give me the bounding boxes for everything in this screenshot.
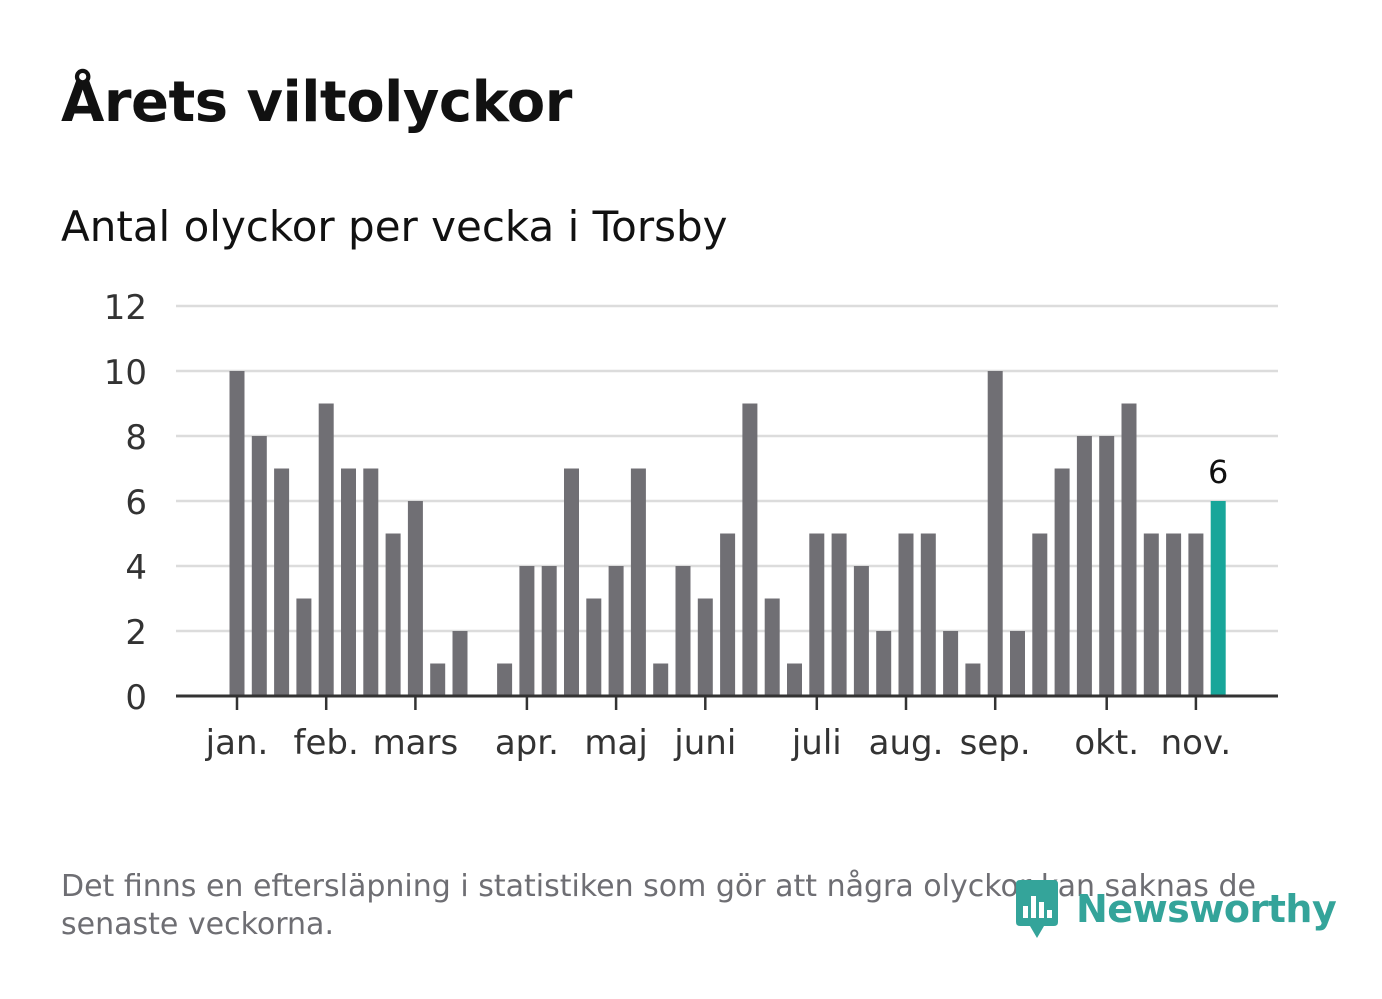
brand-name: Newsworthy: [1076, 887, 1337, 931]
bar: [363, 468, 379, 696]
bar: [229, 371, 245, 696]
bar: [809, 533, 825, 696]
x-tick-label: aug.: [869, 723, 944, 763]
bar-highlight: [1210, 501, 1226, 696]
bar: [318, 403, 334, 696]
bar: [407, 501, 423, 696]
bar: [630, 468, 646, 696]
bar: [564, 468, 579, 696]
bar: [1054, 468, 1070, 696]
bar: [653, 663, 669, 696]
x-tick-label: juni: [673, 723, 736, 763]
bar: [898, 533, 914, 696]
bar: [764, 598, 780, 696]
bar: [452, 631, 468, 696]
data-label: 6: [1208, 453, 1228, 491]
bar: [296, 598, 312, 696]
x-tick-label: mars: [373, 723, 459, 763]
y-tick-label: 2: [125, 613, 147, 653]
y-tick-label: 6: [125, 483, 147, 523]
bar: [720, 533, 736, 696]
bar: [586, 598, 602, 696]
bar: [1143, 533, 1159, 696]
newsworthy-logo-icon: [1016, 880, 1058, 938]
y-tick-label: 8: [125, 418, 147, 458]
bar: [1121, 403, 1137, 696]
bar: [876, 631, 892, 696]
x-tick-label: maj: [584, 723, 647, 763]
bar: [831, 533, 847, 696]
bar: [608, 566, 624, 696]
bar: [920, 533, 936, 696]
x-tick-label: apr.: [495, 723, 559, 763]
bar: [675, 566, 691, 696]
bar: [987, 371, 1003, 696]
bar: [274, 468, 290, 696]
bar: [251, 436, 267, 696]
bar: [1032, 533, 1048, 696]
bar: [853, 566, 869, 696]
x-tick-label: sep.: [960, 723, 1031, 763]
bar: [430, 663, 446, 696]
y-tick-label: 0: [125, 678, 147, 718]
bar: [787, 663, 802, 696]
bar: [497, 663, 513, 696]
x-tick-label: nov.: [1161, 723, 1232, 763]
y-tick-label: 10: [104, 353, 147, 393]
bar-chart: 0 2 4 6 8 10 12 6 jan. feb. mars apr. maj juni juli aug…: [104, 288, 1278, 763]
bar: [1188, 533, 1204, 696]
bar: [541, 566, 557, 696]
y-tick-label: 4: [125, 548, 147, 588]
bar: [519, 566, 535, 696]
y-tick-label: 12: [104, 288, 147, 328]
bar: [742, 403, 758, 696]
brand-logo: Newsworthy: [1012, 878, 1337, 940]
x-tick-label: okt.: [1074, 723, 1139, 763]
bar: [1076, 436, 1092, 696]
x-tick-label: juli: [791, 723, 842, 763]
bar: [943, 631, 959, 696]
bar: [385, 533, 401, 696]
chart-title: Årets viltolyckor: [61, 70, 572, 135]
chart-subtitle: Antal olyckor per vecka i Torsby: [61, 202, 728, 251]
bar: [1099, 436, 1115, 696]
bar: [965, 663, 981, 696]
x-tick-label: feb.: [294, 723, 359, 763]
bar: [697, 598, 713, 696]
x-tick-label: jan.: [205, 723, 269, 763]
bar: [1166, 533, 1182, 696]
bar: [1010, 631, 1025, 696]
bar: [341, 468, 356, 696]
